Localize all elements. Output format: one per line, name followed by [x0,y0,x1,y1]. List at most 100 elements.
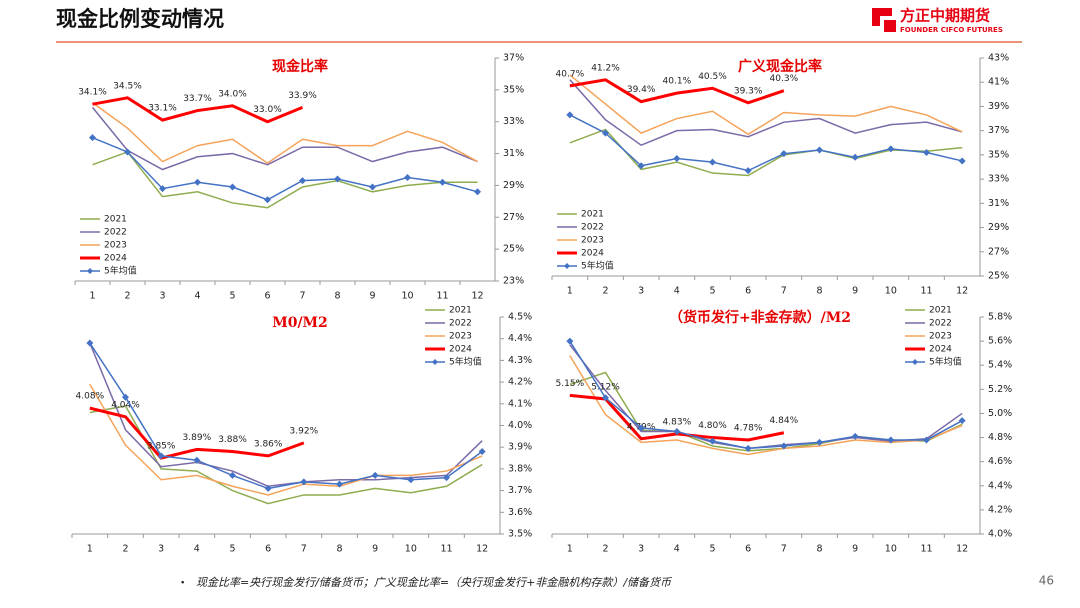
point-marker [157,452,165,460]
legend-label: 2023 [449,332,472,342]
y-tick-label: 43% [988,53,1009,64]
point-marker [404,173,411,181]
series-line [569,78,785,105]
x-tick-label: 1 [87,544,93,555]
legend-marker [432,359,438,365]
data-label: 4.84% [770,416,799,426]
data-label: 5.15% [556,379,585,389]
point-marker [229,183,236,191]
x-tick-label: 4 [194,291,200,302]
x-tick-label: 7 [781,544,787,555]
y-tick-label: 41% [988,77,1009,88]
point-marker [336,480,343,488]
point-marker [923,148,930,156]
point-marker [371,471,379,479]
point-marker [923,436,930,444]
series-line [569,371,963,452]
x-tick-label: 4 [194,544,200,555]
point-marker [264,484,272,492]
y-tick-label: 4.6% [988,456,1012,467]
data-label: 40.7% [556,69,585,79]
series-line [569,114,963,172]
y-tick-label: 4.0% [988,529,1012,540]
y-tick-label: 4.1% [508,398,532,409]
legend-marker [564,263,570,269]
series-line [92,136,478,201]
x-tick-label: 10 [401,291,413,302]
series-line [569,74,963,136]
series-line [89,342,483,490]
x-tick-label: 8 [816,544,822,555]
logo-icon [872,8,896,32]
point-marker [602,394,609,402]
data-label: 34.5% [113,81,142,91]
data-label: 40.5% [698,72,727,82]
data-label: 34.0% [218,89,247,99]
chart-title: 现金比率 [272,58,328,75]
x-tick-label: 2 [122,544,128,555]
point-marker [816,146,823,154]
point-marker [673,155,681,163]
point-marker [958,417,966,425]
data-label: 4.78% [734,423,763,433]
y-tick-label: 4.0% [508,420,532,431]
data-label: 33.7% [183,94,212,104]
y-tick-label: 5.0% [988,408,1012,419]
y-tick-label: 5.4% [988,360,1012,371]
y-tick-label: 4.5% [508,312,532,323]
point-marker [229,471,236,479]
legend-label: 2022 [449,319,472,329]
x-tick-label: 12 [476,544,488,555]
series-line [569,79,963,147]
x-tick-label: 10 [885,286,897,297]
data-label: 4.83% [663,417,692,427]
x-tick-label: 9 [852,286,858,297]
legend-label: 5年均值 [104,265,137,277]
point-marker [478,448,486,456]
x-tick-label: 5 [709,544,715,555]
x-tick-label: 10 [885,544,897,555]
data-label: 41.2% [591,63,620,73]
data-label: 4.80% [698,421,727,431]
y-tick-label: 4.2% [508,377,532,388]
legend-label: 2023 [104,241,127,251]
point-marker [780,442,788,450]
data-label: 33.0% [253,105,282,115]
y-tick-label: 25% [503,244,524,255]
legend-label: 2022 [104,228,127,238]
point-marker [407,476,415,484]
x-tick-label: 9 [369,291,375,302]
point-marker [637,424,645,432]
point-marker [89,134,96,142]
data-label: 39.3% [734,86,763,96]
data-label: 3.92% [290,426,319,436]
point-marker [709,437,716,445]
legend-label: 2021 [449,306,472,316]
x-tick-label: 12 [956,544,968,555]
legend-label: 2021 [581,210,604,220]
series-line [92,96,304,124]
point-marker [122,393,129,401]
y-tick-label: 35% [988,149,1009,160]
bullet: • [180,579,185,589]
point-marker [194,178,201,186]
x-tick-label: 10 [405,544,417,555]
x-tick-label: 5 [229,291,235,302]
x-tick-label: 9 [372,544,378,555]
series-line [569,340,963,450]
x-tick-label: 8 [334,291,340,302]
data-label: 4.04% [111,400,140,410]
legend-label: 5年均值 [581,260,614,272]
point-marker [709,158,716,166]
y-tick-label: 29% [503,180,524,191]
chart-title: 广义现金比率 [738,58,822,75]
point-marker [851,432,859,440]
data-label: 3.88% [218,435,247,445]
x-tick-label: 3 [158,544,164,555]
point-marker [673,428,681,436]
x-tick-label: 1 [89,291,95,302]
point-marker [124,148,131,156]
legend-label: 5年均值 [449,356,482,368]
legend-label: 5年均值 [929,356,962,368]
